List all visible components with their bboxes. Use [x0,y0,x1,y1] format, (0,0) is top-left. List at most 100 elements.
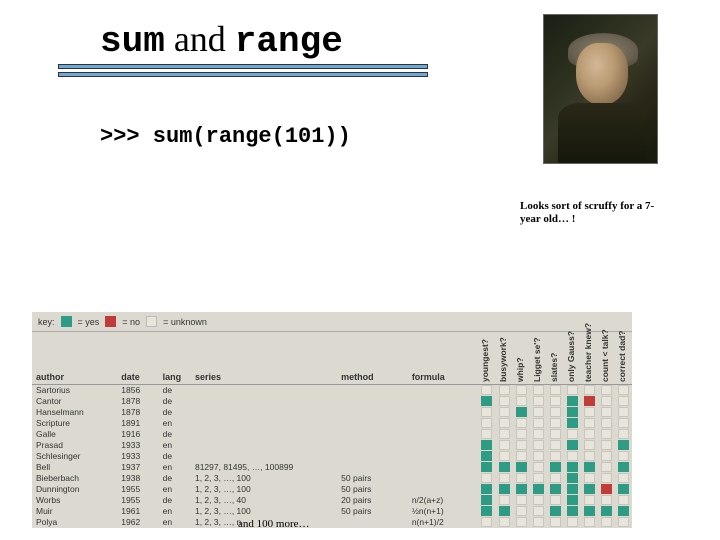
status-cell [598,484,615,495]
status-cell [478,473,495,484]
cell-lang: de [159,451,191,462]
status-cell [615,473,632,484]
cell-series [191,384,337,396]
cell-author: Muir [32,506,117,517]
status-cell [564,407,581,418]
status-cell [496,462,513,473]
status-cell [513,451,530,462]
cell-series [191,429,337,440]
status-cell [496,517,513,528]
title-mid: and [165,19,235,59]
status-cell [530,384,547,396]
status-cell [598,451,615,462]
status-cell [478,407,495,418]
status-cell [615,495,632,506]
status-cell [581,451,598,462]
cell-author: Worbs [32,495,117,506]
status-cell [530,517,547,528]
cell-author: Bieberbach [32,473,117,484]
cell-series: 1, 2, 3, …, 40 [191,495,337,506]
status-cell [478,462,495,473]
history-table: key: = yes = no = unknown authordatelang… [32,312,632,528]
cell-formula [408,384,479,396]
status-cell [581,440,598,451]
status-cell [513,462,530,473]
status-cell [478,396,495,407]
status-cell [496,484,513,495]
cell-author: Dunnington [32,484,117,495]
cell-lang: de [159,407,191,418]
cell-formula: ½n(n+1) [408,506,479,517]
cell-method [337,517,408,528]
cell-author: Hanselmann [32,407,117,418]
status-cell [530,484,547,495]
title-underline [58,64,428,80]
cell-author: Bell [32,462,117,473]
status-cell [547,473,564,484]
cell-author: Scripture [32,418,117,429]
status-cell [581,462,598,473]
data-table: authordatelangseriesmethodformulayounges… [32,332,632,528]
cell-series: 81297, 81495, …, 100899 [191,462,337,473]
status-cell [547,440,564,451]
status-cell [496,506,513,517]
status-cell [496,429,513,440]
col-header-rotated: teacher knew? [581,332,598,384]
gauss-portrait [543,14,658,164]
cell-formula: n(n+1)/2 [408,517,479,528]
status-cell [581,484,598,495]
status-cell [513,396,530,407]
status-cell [496,418,513,429]
status-cell [513,506,530,517]
portrait-caption: Looks sort of scruffy for a 7-year old… … [520,200,660,226]
status-cell [598,396,615,407]
col-header-rotated: correct dad? [615,332,632,384]
cell-formula: n/2(a+z) [408,495,479,506]
status-cell [530,418,547,429]
table-row: Galle1916de [32,429,632,440]
code-example: >>> sum(range(101)) [100,124,351,149]
status-cell [478,517,495,528]
status-cell [564,440,581,451]
status-cell [496,384,513,396]
cell-method [337,407,408,418]
cell-formula [408,440,479,451]
legend-yes: = yes [78,317,100,327]
cell-date: 1955 [117,495,158,506]
status-cell [513,517,530,528]
cell-lang: en [159,506,191,517]
status-cell [615,396,632,407]
status-cell [530,429,547,440]
cell-formula [408,462,479,473]
status-cell [564,462,581,473]
status-cell [581,418,598,429]
status-cell [547,407,564,418]
status-cell [496,451,513,462]
status-cell [615,506,632,517]
title-part1: sum [100,21,165,62]
cell-series: 1, 2, 3, …, 100 [191,484,337,495]
col-header-rotated: whip? [513,332,530,384]
status-cell [598,506,615,517]
status-cell [478,418,495,429]
status-cell [547,484,564,495]
cell-lang: de [159,473,191,484]
col-header-rotated: youngest? [478,332,495,384]
status-cell [547,384,564,396]
status-cell [564,418,581,429]
table-row: Worbs1955de1, 2, 3, …, 4020 pairsn/2(a+z… [32,495,632,506]
status-cell [598,407,615,418]
status-cell [530,462,547,473]
legend-row: key: = yes = no = unknown [32,312,632,332]
cell-method: 20 pairs [337,495,408,506]
cell-date: 1916 [117,429,158,440]
status-cell [547,418,564,429]
status-cell [598,440,615,451]
status-cell [496,407,513,418]
status-cell [530,396,547,407]
cell-series [191,418,337,429]
cell-formula [408,418,479,429]
col-header: date [117,332,158,384]
cell-formula [408,473,479,484]
cell-date: 1878 [117,407,158,418]
